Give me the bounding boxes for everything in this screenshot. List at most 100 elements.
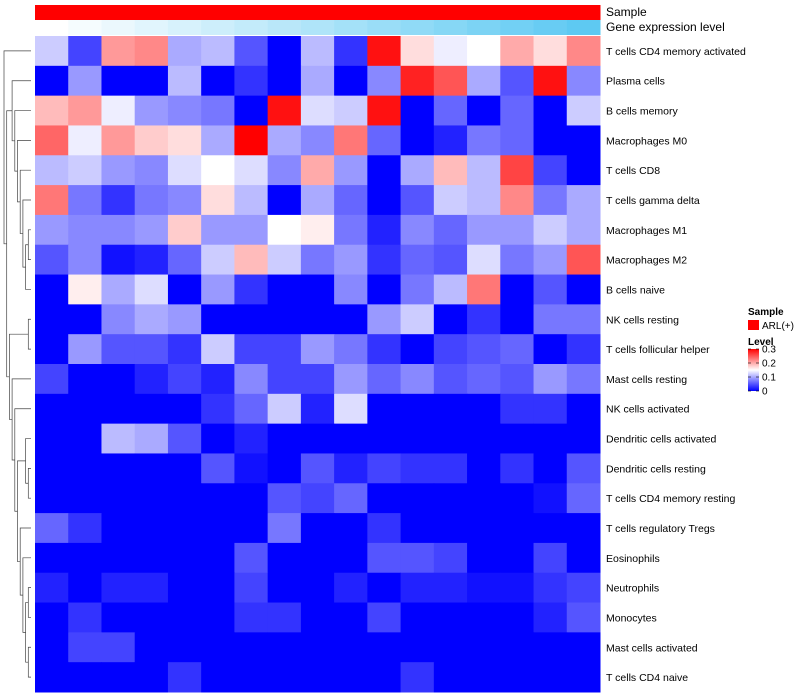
heatmap-cell bbox=[334, 393, 368, 425]
heatmap-cell bbox=[101, 483, 136, 514]
heatmap-cell bbox=[367, 95, 402, 126]
heatmap-cell bbox=[467, 95, 501, 126]
heatmap-cell bbox=[134, 334, 169, 365]
heatmap-cell bbox=[35, 483, 69, 514]
heatmap-cell bbox=[68, 542, 102, 574]
row-label: T cells CD8 bbox=[606, 165, 660, 177]
heatmap-cell bbox=[68, 185, 102, 216]
heatmap-cell bbox=[234, 453, 269, 484]
heatmap-cell bbox=[101, 364, 136, 395]
gene-expression-annotation-cell bbox=[433, 20, 468, 35]
heatmap-cell bbox=[101, 632, 136, 663]
heatmap-cell bbox=[234, 542, 269, 574]
heatmap-cell bbox=[101, 453, 136, 484]
heatmap-cell bbox=[201, 662, 235, 693]
heatmap-cell bbox=[467, 662, 501, 693]
heatmap-cell bbox=[433, 662, 468, 693]
heatmap-cell bbox=[533, 513, 568, 544]
heatmap-cell bbox=[101, 393, 136, 425]
row-label: B cells memory bbox=[606, 106, 679, 118]
heatmap-cell bbox=[334, 155, 368, 186]
heatmap-cell bbox=[167, 304, 202, 335]
heatmap-cell bbox=[533, 155, 568, 186]
heatmap-cell bbox=[35, 214, 69, 246]
heatmap-cell bbox=[467, 602, 501, 633]
heatmap-cell bbox=[35, 602, 69, 633]
heatmap-cell bbox=[300, 244, 335, 276]
heatmap-cell bbox=[367, 36, 402, 67]
heatmap-cell bbox=[433, 334, 468, 365]
heatmap-cell bbox=[101, 185, 136, 216]
heatmap-cell bbox=[533, 185, 568, 216]
heatmap-cell bbox=[500, 542, 535, 574]
heatmap-cell bbox=[134, 214, 169, 246]
heatmap-cell bbox=[167, 513, 202, 544]
heatmap-cell bbox=[300, 185, 335, 216]
heatmap-cell bbox=[201, 602, 235, 633]
heatmap-cell bbox=[267, 483, 302, 514]
gene-expression-annotation-cell bbox=[400, 20, 435, 35]
sample-annotation-cell bbox=[35, 5, 69, 20]
heatmap-cell bbox=[234, 36, 269, 67]
heatmap-cell bbox=[234, 572, 269, 604]
heatmap-cell bbox=[400, 602, 435, 633]
heatmap-cell bbox=[201, 155, 235, 186]
heatmap-cell bbox=[334, 334, 368, 365]
heatmap-cell bbox=[167, 36, 202, 67]
heatmap-cell bbox=[367, 364, 402, 395]
heatmap-cell bbox=[101, 602, 136, 633]
heatmap-cell bbox=[467, 125, 501, 156]
heatmap-cell bbox=[433, 364, 468, 395]
heatmap-cell bbox=[134, 662, 169, 693]
heatmap-cell bbox=[68, 334, 102, 365]
heatmap-cell bbox=[201, 244, 235, 276]
heatmap-cell bbox=[167, 65, 202, 97]
heatmap-cell bbox=[234, 125, 269, 156]
heatmap-cell bbox=[467, 513, 501, 544]
heatmap-cell bbox=[201, 304, 235, 335]
heatmap-cell bbox=[367, 483, 402, 514]
heatmap-cell bbox=[167, 393, 202, 425]
heatmap-cell bbox=[467, 632, 501, 663]
heatmap-cell bbox=[367, 542, 402, 574]
heatmap-cell bbox=[433, 483, 468, 514]
heatmap-cell bbox=[533, 423, 568, 454]
heatmap-cell bbox=[533, 65, 568, 97]
legend-tick-label: 0.1 bbox=[762, 373, 776, 384]
heatmap-cell bbox=[68, 274, 102, 305]
heatmap-cell bbox=[167, 274, 202, 305]
dendrogram-branch bbox=[25, 602, 29, 663]
heatmap-cell bbox=[134, 304, 169, 335]
heatmap-cell bbox=[201, 95, 235, 126]
heatmap-cell bbox=[467, 483, 501, 514]
heatmap-cell bbox=[433, 602, 468, 633]
heatmap-cell bbox=[400, 304, 435, 335]
dendrogram-branch bbox=[22, 557, 31, 633]
heatmap-cell bbox=[300, 334, 335, 365]
heatmap-cell bbox=[267, 602, 302, 633]
heatmap-cell bbox=[500, 453, 535, 484]
gene-expression-annotation-cell bbox=[300, 20, 335, 35]
row-label: T cells follicular helper bbox=[606, 344, 710, 356]
heatmap-cell bbox=[400, 483, 435, 514]
heatmap-cell bbox=[334, 513, 368, 544]
row-label: NK cells resting bbox=[606, 314, 679, 326]
heatmap-cell bbox=[267, 513, 302, 544]
heatmap-cell bbox=[68, 602, 102, 633]
heatmap-cell bbox=[433, 125, 468, 156]
heatmap-cell bbox=[300, 423, 335, 454]
heatmap-cell bbox=[367, 185, 402, 216]
heatmap-cell bbox=[367, 125, 402, 156]
heatmap-cell bbox=[467, 185, 501, 216]
sample-annotation-cell bbox=[167, 5, 202, 20]
heatmap-cell bbox=[101, 95, 136, 126]
row-label: T cells regulatory Tregs bbox=[606, 523, 715, 535]
heatmap-cell bbox=[101, 65, 136, 97]
heatmap-cell bbox=[101, 244, 136, 276]
row-label: B cells naive bbox=[606, 284, 665, 296]
heatmap-cell bbox=[68, 393, 102, 425]
heatmap-cell bbox=[334, 632, 368, 663]
heatmap-cell bbox=[300, 304, 335, 335]
heatmap-cell bbox=[566, 662, 601, 693]
heatmap-cell bbox=[267, 423, 302, 454]
